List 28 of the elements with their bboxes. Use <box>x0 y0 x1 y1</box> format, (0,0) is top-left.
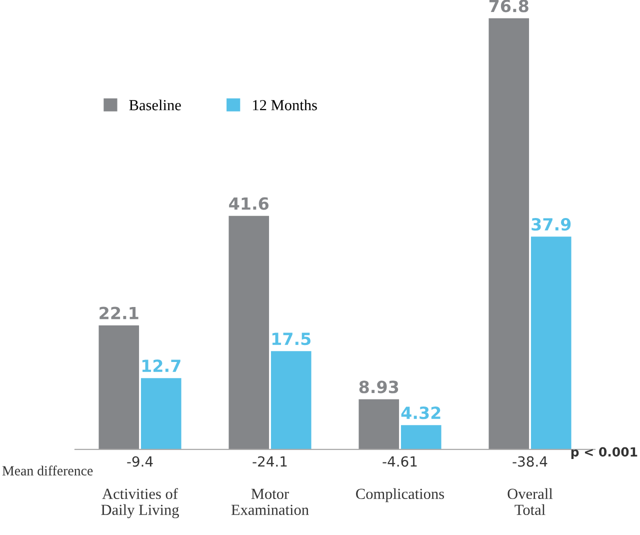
text: -4.61 <box>382 456 417 467</box>
data-label: 37.9 <box>532 218 571 231</box>
data-label: 41.6 <box>229 197 269 210</box>
legend-label: 12 Months <box>253 100 317 110</box>
data-label: 22.1 <box>100 306 138 320</box>
legend-label: Baseline <box>129 100 181 110</box>
bar <box>140 378 182 450</box>
data-label: 76.8 <box>489 0 528 12</box>
bar <box>98 325 140 450</box>
bar <box>530 236 572 450</box>
bar <box>400 425 442 450</box>
bar <box>488 18 530 450</box>
x-tick-label: Overall Total <box>508 488 553 516</box>
text: Mean difference <box>2 466 93 476</box>
data-label: 4.32 <box>401 406 440 420</box>
text: -9.4 <box>127 456 153 467</box>
bar <box>358 399 400 450</box>
x-tick-label: Activities of Daily Living <box>101 488 179 518</box>
x-tick-label: Motor Examination <box>231 488 309 516</box>
text: -38.4 <box>512 456 548 467</box>
data-label: 12.7 <box>142 359 180 372</box>
data-label: 8.93 <box>359 380 398 394</box>
bar <box>270 351 312 450</box>
data-label: 17.5 <box>272 332 311 346</box>
bar <box>228 216 270 450</box>
annotation: p < 0.001 <box>571 447 638 460</box>
text: -24.1 <box>252 456 287 467</box>
x-tick-label: Complications <box>356 488 444 502</box>
